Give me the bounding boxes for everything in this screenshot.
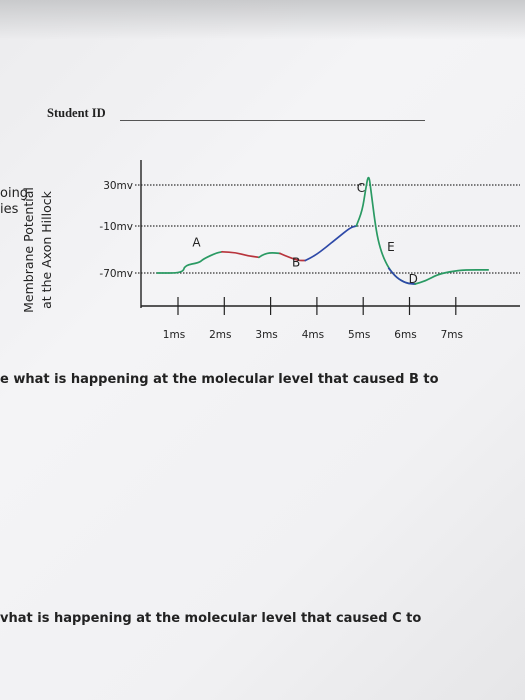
x-tick-label-2: 3ms xyxy=(255,329,277,341)
x-tick-label-5: 6ms xyxy=(394,329,416,341)
x-tick-label-1: 2ms xyxy=(209,329,231,341)
curve-segment-0 xyxy=(156,250,223,274)
curve-segment-1 xyxy=(221,250,260,259)
curve-segment-6 xyxy=(387,267,416,285)
y-tick-label-2: -70mv xyxy=(99,268,133,280)
question-b: e what is happening at the molecular lev… xyxy=(0,372,439,387)
annotation-c: C xyxy=(357,181,365,195)
student-id-label: Student ID xyxy=(47,106,106,120)
y-tick-label-0: 30mv xyxy=(103,180,133,192)
y-tick-label-1: -10mv xyxy=(99,221,133,233)
question-c: vhat is happening at the molecular level… xyxy=(0,611,422,626)
page-shadow xyxy=(0,0,525,40)
curve-segment-7 xyxy=(414,269,490,285)
annotation-a: A xyxy=(192,235,201,249)
curve-segment-5 xyxy=(355,176,416,285)
cropped-text-2: ies xyxy=(0,202,19,217)
x-tick-label-4: 5ms xyxy=(348,329,370,341)
cropped-text-1: oing xyxy=(0,186,29,201)
curve-segment-2 xyxy=(258,252,281,259)
x-tick-label-0: 1ms xyxy=(163,329,185,341)
annotation-d: D xyxy=(409,272,418,286)
curve-segment-4 xyxy=(304,225,358,262)
x-tick-label-6: 7ms xyxy=(441,329,463,341)
curve-segment-3 xyxy=(279,252,307,262)
student-id-line xyxy=(120,120,425,121)
annotation-e: E xyxy=(387,240,395,254)
x-tick-label-3: 4ms xyxy=(302,329,324,341)
annotation-b: B xyxy=(292,256,300,270)
